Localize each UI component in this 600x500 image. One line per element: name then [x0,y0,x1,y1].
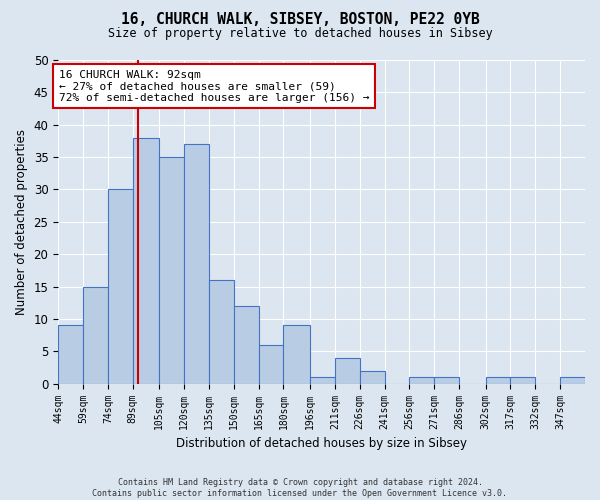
Text: 16 CHURCH WALK: 92sqm
← 27% of detached houses are smaller (59)
72% of semi-deta: 16 CHURCH WALK: 92sqm ← 27% of detached … [59,70,370,103]
Bar [184,144,209,384]
Bar [259,345,283,384]
Bar [560,377,585,384]
Bar [159,157,184,384]
Bar [234,306,259,384]
Bar [283,326,310,384]
Bar [434,377,459,384]
Bar [209,280,234,384]
Bar [485,377,511,384]
Bar [83,286,108,384]
Bar [335,358,359,384]
Bar [409,377,434,384]
Y-axis label: Number of detached properties: Number of detached properties [15,129,28,315]
X-axis label: Distribution of detached houses by size in Sibsey: Distribution of detached houses by size … [176,437,467,450]
Bar [359,370,385,384]
Bar [108,190,133,384]
Text: 16, CHURCH WALK, SIBSEY, BOSTON, PE22 0YB: 16, CHURCH WALK, SIBSEY, BOSTON, PE22 0Y… [121,12,479,28]
Bar [310,377,335,384]
Text: Contains HM Land Registry data © Crown copyright and database right 2024.
Contai: Contains HM Land Registry data © Crown c… [92,478,508,498]
Bar [511,377,535,384]
Text: Size of property relative to detached houses in Sibsey: Size of property relative to detached ho… [107,28,493,40]
Bar [133,138,159,384]
Bar [58,326,83,384]
